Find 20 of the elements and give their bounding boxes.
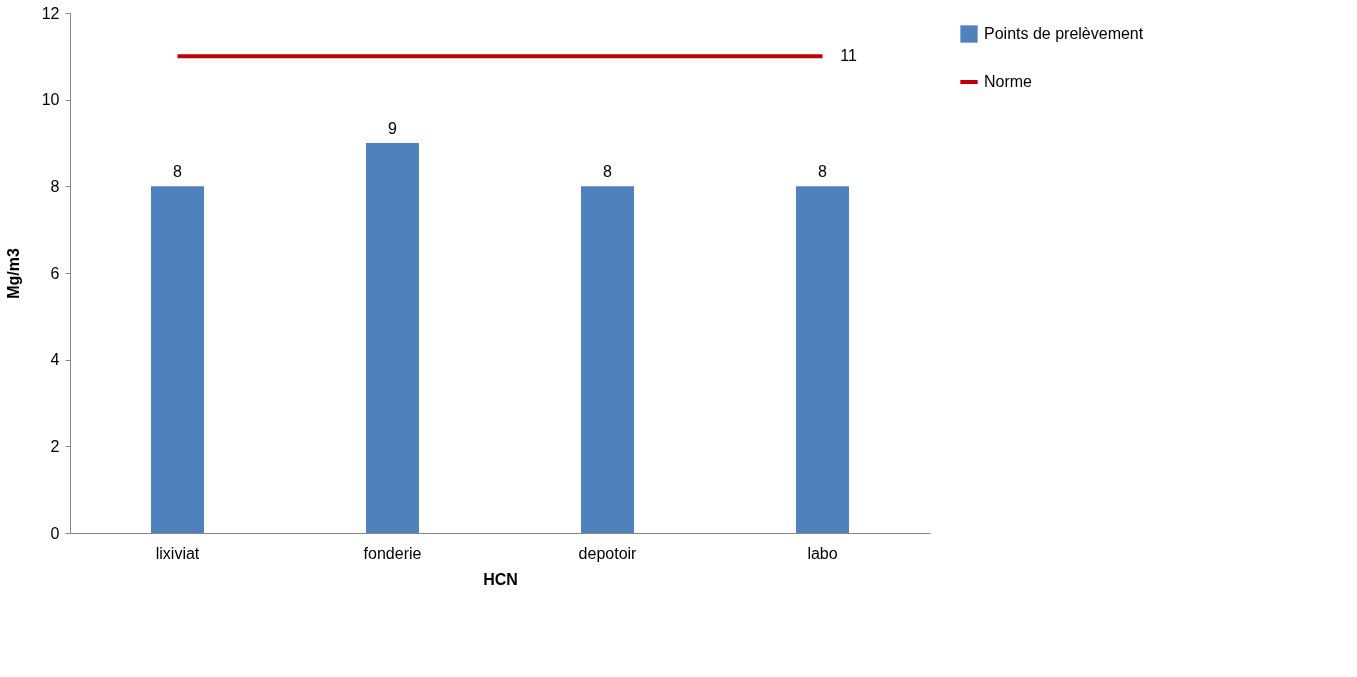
x-axis-title: HCN <box>483 570 518 588</box>
data-label: 8 <box>603 163 613 181</box>
data-label: 8 <box>173 163 183 181</box>
data-label: 8 <box>818 163 828 181</box>
x-tick-label: depotoir <box>578 544 638 562</box>
y-tick-label: 2 <box>50 437 60 455</box>
x-tick-label: lixiviat <box>155 544 200 562</box>
y-tick-label: 4 <box>50 351 60 369</box>
y-axis-title: Mg/m3 <box>4 248 22 299</box>
x-tick-label: labo <box>807 544 838 562</box>
legend-label: Norme <box>984 73 1033 90</box>
y-tick-label: 0 <box>50 524 60 542</box>
y-tick-label: 12 <box>41 4 60 22</box>
y-tick-label: 6 <box>50 264 60 282</box>
legend-label: Points de prelèvement <box>984 25 1144 42</box>
y-tick-label: 8 <box>50 177 60 195</box>
y-tick-label: 10 <box>41 91 60 109</box>
data-label: 9 <box>388 120 398 137</box>
data-label: 11 <box>840 47 857 65</box>
x-tick-label: fonderie <box>363 544 422 562</box>
